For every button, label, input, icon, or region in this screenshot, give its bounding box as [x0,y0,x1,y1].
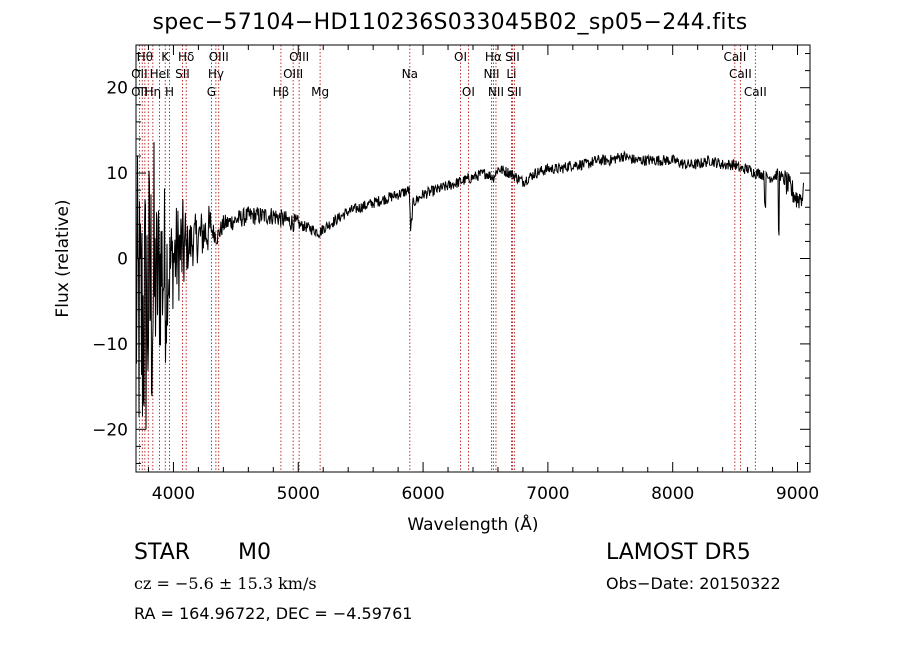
survey-name: LAMOST DR5 [606,540,751,565]
line-label: OIII [289,50,309,64]
x-tick-label: 9000 [776,484,819,504]
spectrum-series [135,142,804,430]
x-tick-label: 6000 [401,484,444,504]
line-label: SII [175,67,190,81]
line-label: CaII [729,67,752,81]
line-label: OI [454,50,467,64]
x-tick-label: 7000 [526,484,569,504]
line-label: Hα [485,50,502,64]
line-label: OIII [283,67,303,81]
x-axis-label: Wavelength (Å) [407,513,538,535]
y-tick-label: 20 [106,79,128,99]
redshift-readout: cz = −5.6 ± 15.3 km/s [134,574,317,593]
line-label: HeI [150,67,170,81]
line-label: OIII [209,50,229,64]
line-label: OI [462,85,475,99]
line-label: Mg [311,85,329,99]
x-tick-label: 8000 [651,484,694,504]
line-label: Na [402,67,418,81]
line-label: K [161,50,170,64]
plot-frame [135,44,811,473]
line-label: Hδ [178,50,194,64]
spectral-subclass: M0 [238,540,271,565]
y-axis-label: Flux (relative) [53,199,73,317]
observation-date: Obs−Date: 20150322 [606,574,781,593]
line-label: G [207,85,216,99]
line-label: OII [131,67,148,81]
line-label: Li [506,67,516,81]
y-tick-label: −10 [92,335,128,355]
line-label: Hγ [208,67,224,81]
line-markers [138,45,756,472]
chart-title: spec−57104−HD110236S033045B02_sp05−244.f… [152,10,748,35]
axis-ticks: 4000 5000 6000 7000 8000 9000 −20 −10 0 10 20 [92,45,819,504]
y-tick-label: −20 [92,420,128,440]
x-tick-label: 4000 [152,484,195,504]
line-label: Hβ [273,85,290,99]
line-label: NII [483,67,499,81]
line-label: CaII [744,85,767,99]
coordinates-readout: RA = 164.96722, DEC = −4.59761 [134,604,413,623]
line-label: SII [507,85,522,99]
line-label: OII [131,85,148,99]
y-tick-label: 0 [117,250,128,270]
line-label: H [165,85,174,99]
line-label: NII [488,85,504,99]
line-label: Hθ [137,50,153,64]
x-tick-label: 5000 [277,484,320,504]
object-class: STAR [134,540,191,565]
line-label: SII [505,50,520,64]
y-tick-label: 10 [106,164,128,184]
line-label: CaII [723,50,746,64]
line-label: Hη [145,85,162,99]
spectrum-line [135,142,804,430]
